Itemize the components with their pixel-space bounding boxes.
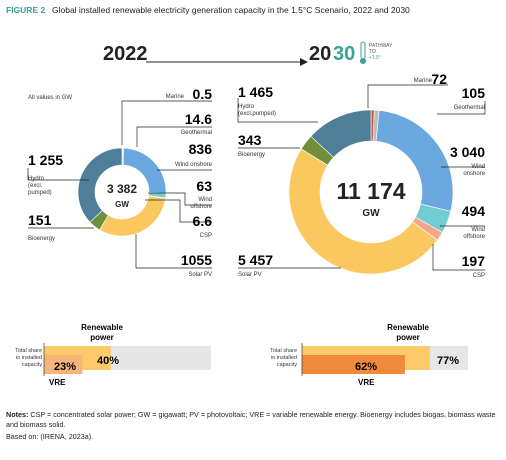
label-2030-wind-onshore-1: Wind	[471, 164, 485, 170]
label-2030-geothermal: Geothermal	[454, 105, 485, 111]
share-bars-2030: Renewable power Total share in installed…	[270, 323, 468, 387]
label-2022-solar-pv: Solar PV	[188, 272, 212, 278]
unit-2022: GW	[115, 200, 129, 209]
notes-section: Notes: CSP = concentrated solar power; G…	[6, 410, 500, 442]
value-2030-marine: 72	[431, 71, 447, 87]
vre-label-2030: VRE	[358, 378, 375, 387]
donut-chart-2030	[288, 109, 454, 275]
label-2022-hydro-2: (excl.	[28, 183, 43, 189]
vre-bar-2030	[302, 355, 405, 374]
label-2030-solar-pv: Solar PV	[238, 272, 262, 278]
renewable-value-2022: 40%	[97, 355, 119, 367]
label-2022-wind-offshore-1: Wind	[198, 197, 212, 203]
value-2022-csp: 6.6	[193, 213, 213, 229]
value-2022-solar-pv: 1055	[181, 252, 212, 268]
donut-2022-slice-solar-pv	[99, 195, 166, 237]
figure-title: Global installed renewable electricity g…	[52, 5, 410, 15]
donut-2022-slice-hydro-excl-pumped	[77, 147, 123, 223]
label-2022-hydro-3: pumped)	[28, 190, 52, 196]
donut-2030-slice-hydro-excl-pumped	[310, 109, 372, 158]
label-2022-hydro-1: Hydro	[28, 176, 45, 182]
figure-canvas: FIGURE 2 Global installed renewable elec…	[6, 5, 486, 387]
label-2030-csp: CSP	[473, 273, 485, 279]
vre-bar-2022	[44, 355, 83, 374]
label-2030-hydro-1: Hydro	[238, 104, 255, 110]
leaders-2022	[27, 100, 212, 269]
value-2030-geothermal: 105	[462, 85, 486, 101]
year-2022: 2022	[103, 43, 148, 65]
renewable-value-2030: 77%	[437, 355, 459, 367]
total-2030: 11 174	[336, 178, 405, 204]
label-2022-wind-onshore: Wind onshore	[175, 162, 213, 168]
total-share-2030-1: Total share	[270, 348, 297, 354]
renewable-label-2022-1: Renewable	[81, 323, 123, 332]
total-share-2022-2: in installed	[16, 355, 42, 361]
value-2022-wind-offshore: 63	[196, 178, 212, 194]
vre-value-2030: 62%	[355, 361, 377, 373]
pathway-text-3: +1.5°	[369, 55, 381, 61]
unit-2030: GW	[362, 208, 380, 219]
value-2030-wind-onshore: 3 040	[450, 144, 485, 160]
value-2030-solar-pv: 5 457	[238, 252, 273, 268]
value-2022-marine: 0.5	[193, 86, 213, 102]
label-2030-marine: Marine	[414, 78, 433, 84]
value-2022-wind-onshore: 836	[189, 141, 213, 157]
label-2030-bioenergy: Bioenergy	[238, 152, 265, 158]
renewable-label-2030-2: power	[396, 333, 420, 342]
label-2030-wind-offshore-1: Wind	[471, 227, 485, 233]
value-2022-hydro: 1 255	[28, 152, 63, 168]
label-2030-wind-onshore-2: onshore	[463, 171, 485, 177]
value-2030-csp: 197	[462, 253, 486, 269]
total-share-2030-2: in installed	[271, 355, 297, 361]
leaders-2030	[237, 84, 486, 271]
total-2022: 3 382	[107, 182, 137, 196]
notes-text: Notes: CSP = concentrated solar power; G…	[6, 410, 496, 429]
total-share-2022-1: Total share	[15, 348, 42, 354]
year-2030-suffix: 30	[333, 43, 355, 65]
label-2030-wind-offshore-2: offshore	[463, 234, 485, 240]
share-bars-2022: Renewable power Total share in installed…	[15, 323, 211, 387]
thermometer-icon	[360, 41, 366, 64]
year-2030-prefix: 20	[309, 43, 331, 65]
value-2030-wind-offshore: 494	[462, 203, 486, 219]
value-2022-bioenergy: 151	[28, 212, 52, 228]
label-2022-geothermal: Geothermal	[181, 130, 212, 136]
label-2022-wind-offshore-2: offshore	[190, 204, 212, 210]
label-2030-hydro-2: (excl.pumped)	[238, 111, 276, 117]
total-share-2030-3: capacity	[277, 362, 297, 368]
pathway-text-1: PATHWAY	[369, 43, 393, 49]
vre-value-2022: 23%	[54, 361, 76, 373]
value-2030-bioenergy: 343	[238, 132, 262, 148]
label-2022-marine: Marine	[166, 94, 185, 100]
figure-label: FIGURE 2	[6, 5, 45, 15]
renewable-label-2030-1: Renewable	[387, 323, 429, 332]
pathway-text-2: TO	[369, 49, 376, 55]
timeline-arrow-icon	[300, 58, 308, 66]
vre-label-2022: VRE	[49, 378, 66, 387]
notes-source: Based on: (IRENA, 2023a).	[6, 432, 94, 441]
donut-2030-slice-solar-pv	[288, 148, 438, 275]
renewable-label-2022-2: power	[90, 333, 114, 342]
label-2022-csp: CSP	[200, 233, 212, 239]
label-2022-bioenergy: Bioenergy	[28, 236, 55, 242]
value-2022-geothermal: 14.6	[185, 111, 212, 127]
donut-chart-2022	[77, 147, 167, 237]
units-note: All values in GW	[28, 95, 72, 101]
value-2030-hydro: 1 465	[238, 84, 273, 100]
total-share-2022-3: capacity	[22, 362, 42, 368]
